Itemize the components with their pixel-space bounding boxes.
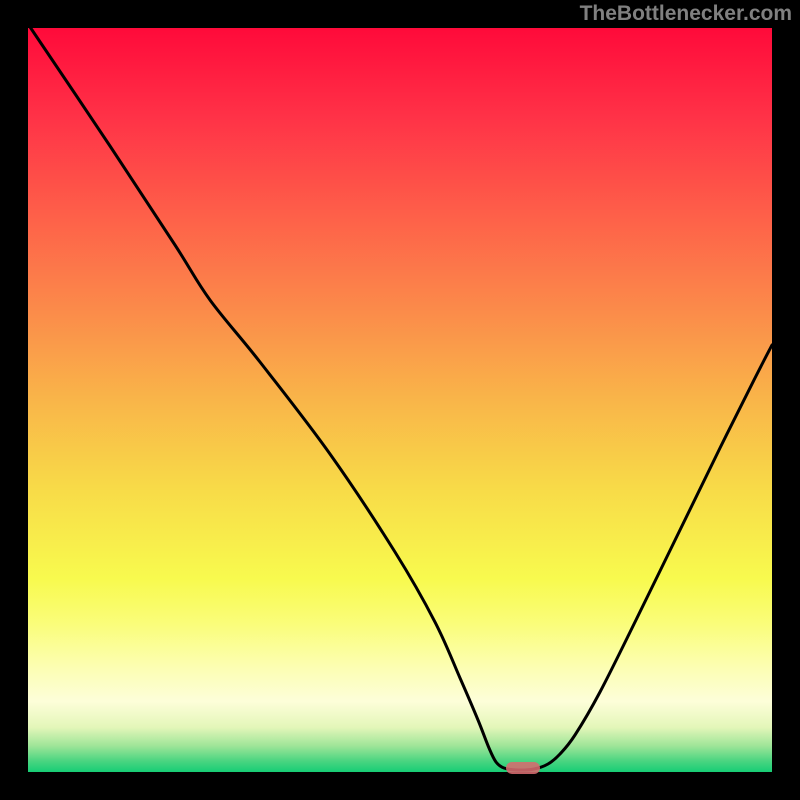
chart-canvas [0,0,800,800]
bottleneck-chart: TheBottlenecker.com [0,0,800,800]
watermark-text: TheBottlenecker.com [580,2,792,26]
optimal-marker [506,762,540,774]
